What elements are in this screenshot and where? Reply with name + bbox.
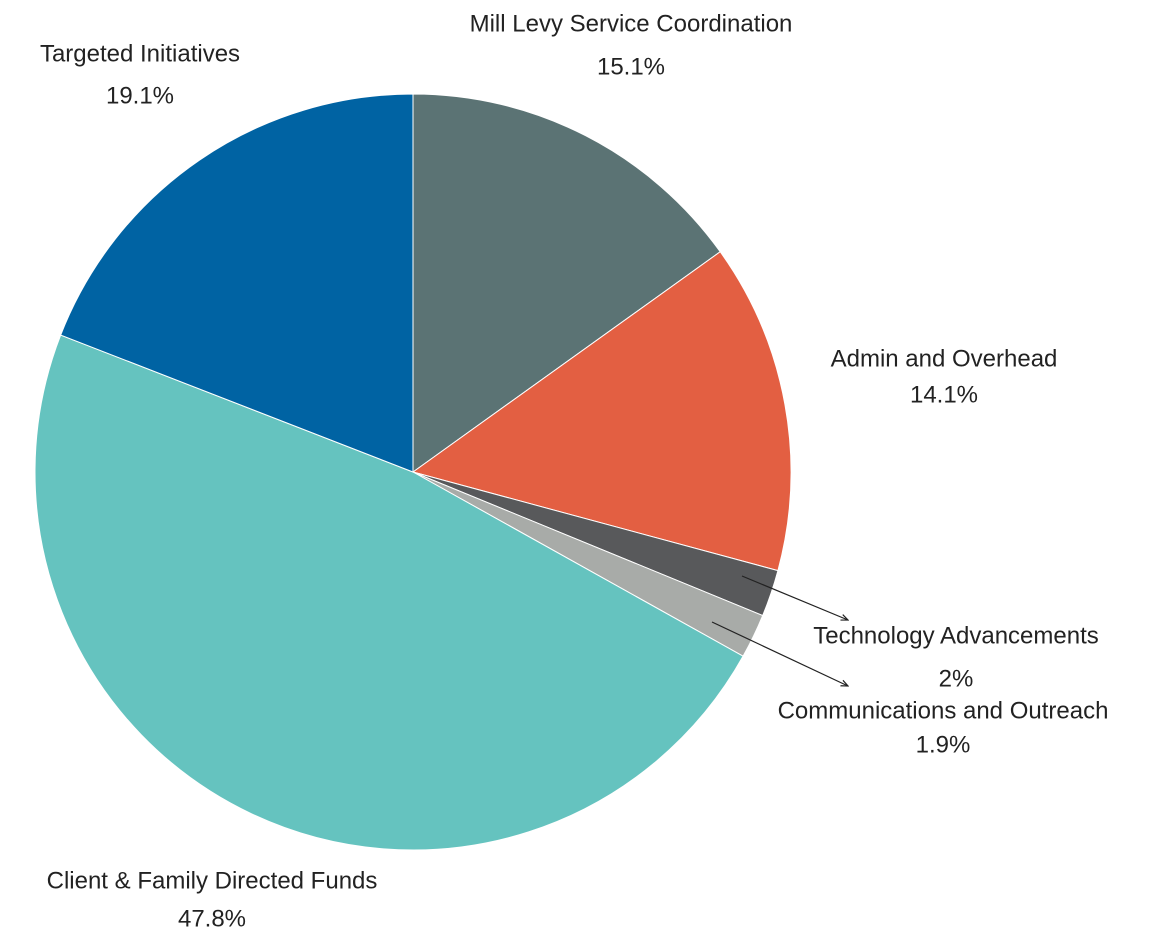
slice-value-label: 19.1%	[106, 82, 174, 109]
slice-label: Technology Advancements	[813, 622, 1099, 649]
slice-label: Mill Levy Service Coordination	[470, 10, 793, 37]
pie-slice	[60, 93, 414, 473]
slice-label: Admin and Overhead	[831, 345, 1058, 372]
leader-line	[711, 621, 848, 686]
slice-label: Communications and Outreach	[778, 697, 1109, 724]
slice-label: Client & Family Directed Funds	[47, 867, 378, 894]
slice-value-label: 14.1%	[910, 381, 978, 408]
pie-slice	[412, 93, 721, 473]
slice-value-label: 15.1%	[597, 53, 665, 80]
pie-slice	[411, 251, 792, 572]
slice-value-label: 1.9%	[916, 731, 971, 758]
slice-value-label: 2%	[939, 665, 974, 692]
slice-value-label: 47.8%	[178, 905, 246, 932]
slice-label: Targeted Initiatives	[40, 40, 240, 67]
leader-line	[741, 575, 848, 620]
pie-slice	[34, 334, 744, 851]
